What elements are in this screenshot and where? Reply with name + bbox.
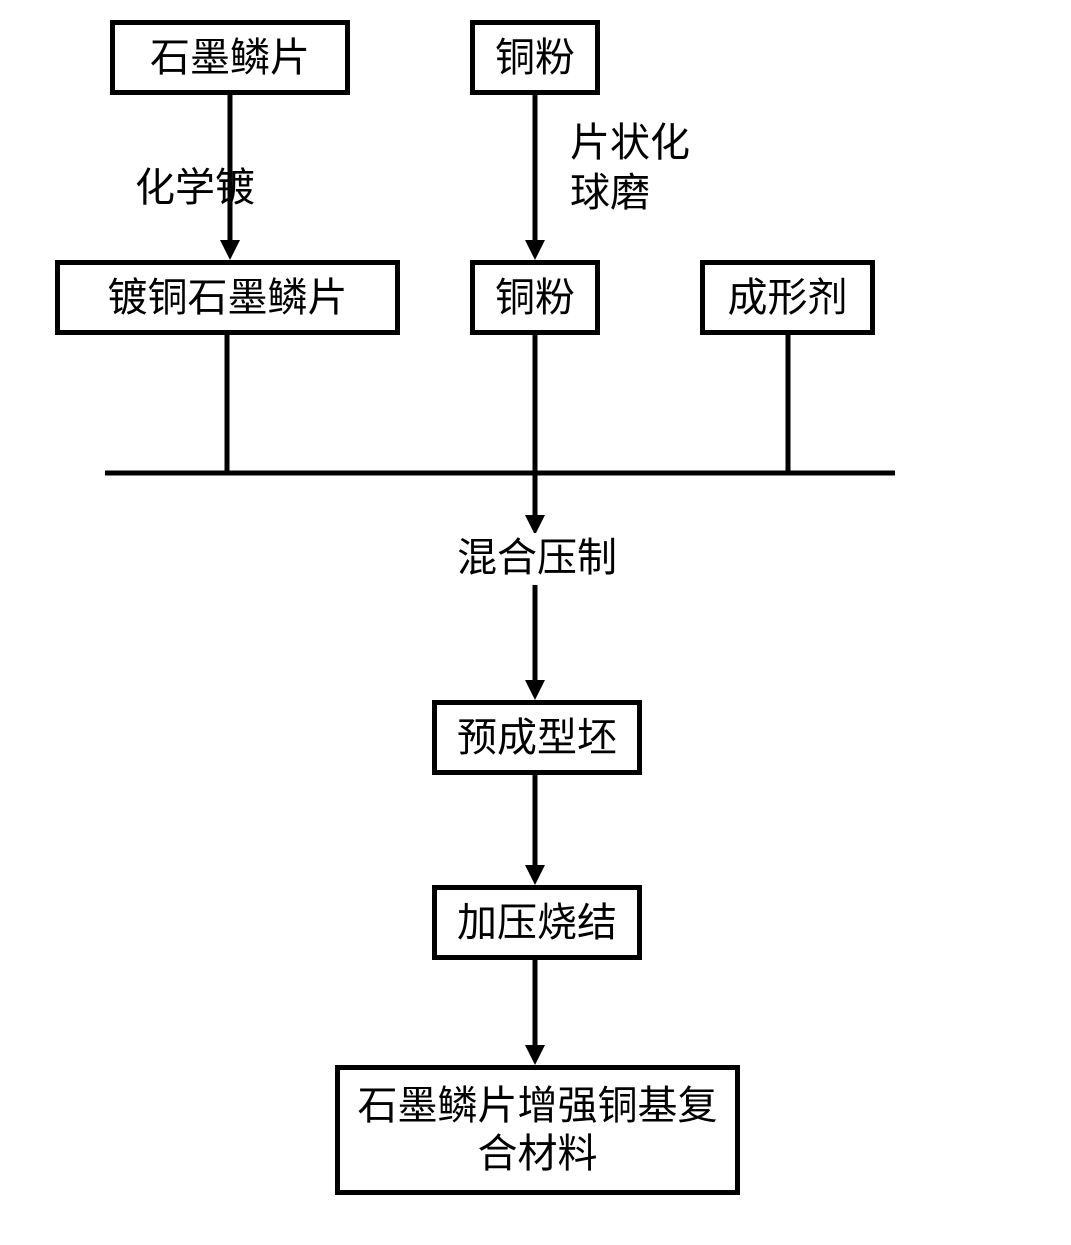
- edge-label-chem-plating: 化学镀: [135, 155, 255, 213]
- node-copper-powder-top: 铜粉: [470, 20, 600, 95]
- node-mix-press: 混合压制: [447, 533, 627, 583]
- node-plated-graphite: 镀铜石墨鳞片: [55, 260, 400, 335]
- node-graphite-flake: 石墨鳞片: [110, 20, 350, 95]
- node-composite: 石墨鳞片增强铜基复合材料: [335, 1065, 740, 1195]
- edge-label-flake-l2: 球磨: [570, 160, 650, 218]
- node-preform: 预成型坯: [432, 700, 642, 775]
- flowchart-canvas: 石墨鳞片铜粉镀铜石墨鳞片铜粉成形剂混合压制预成型坯加压烧结石墨鳞片增强铜基复合材…: [0, 0, 1071, 1245]
- node-press-sinter: 加压烧结: [432, 885, 642, 960]
- node-copper-powder-mid: 铜粉: [470, 260, 600, 335]
- node-forming-agent: 成形剂: [700, 260, 875, 335]
